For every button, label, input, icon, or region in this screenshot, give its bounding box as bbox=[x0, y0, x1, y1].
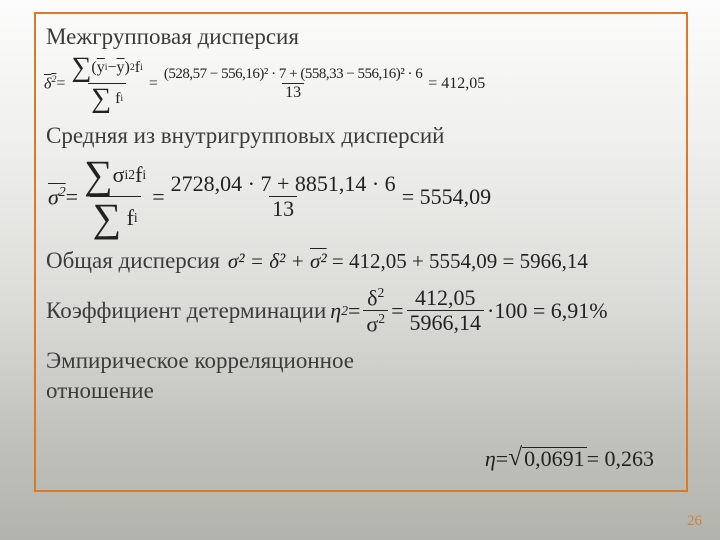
heading-correlation-b: отношение bbox=[46, 378, 686, 404]
formula-determination-coef: η2 = δ2 σ2 = 412,05 5966,14 ·100 = 6,91% bbox=[330, 286, 607, 336]
line-correlation: Эмпирическое корреляционное отношение η … bbox=[42, 348, 686, 404]
formula-intergroup-variance: δ2 = ∑ ( yi − y )2 fi ∑ fi = bbox=[44, 54, 686, 113]
heading-determination: Коэффициент детерминации bbox=[46, 298, 326, 324]
line-determination: Коэффициент детерминации η2 = δ2 σ2 = 41… bbox=[42, 286, 686, 336]
slide-number: 26 bbox=[687, 513, 702, 530]
content-box: Межгрупповая дисперсия δ2 = ∑ ( yi − y )… bbox=[34, 12, 688, 492]
formula-avg-within-variance: σ2 = ∑ σi2 fi ∑ fi = 2728,04 · 7 + 8851,… bbox=[48, 155, 686, 238]
heading-total: Общая дисперсия bbox=[46, 248, 220, 274]
slide: Межгрупповая дисперсия δ2 = ∑ ( yi − y )… bbox=[0, 0, 720, 540]
heading-intergroup: Межгрупповая дисперсия bbox=[46, 24, 686, 50]
formula-total-variance: σ² = δ² + σ² = 412,05 + 5554,09 = 5966,1… bbox=[228, 251, 588, 272]
heading-correlation-a: Эмпирическое корреляционное bbox=[46, 348, 686, 374]
formula-empirical-correlation: η = √ 0,0691 = 0,263 bbox=[485, 447, 654, 472]
heading-within-group: Средняя из внутригрупповых дисперсий bbox=[46, 123, 686, 149]
line-total-variance: Общая дисперсия σ² = δ² + σ² = 412,05 + … bbox=[42, 248, 686, 274]
